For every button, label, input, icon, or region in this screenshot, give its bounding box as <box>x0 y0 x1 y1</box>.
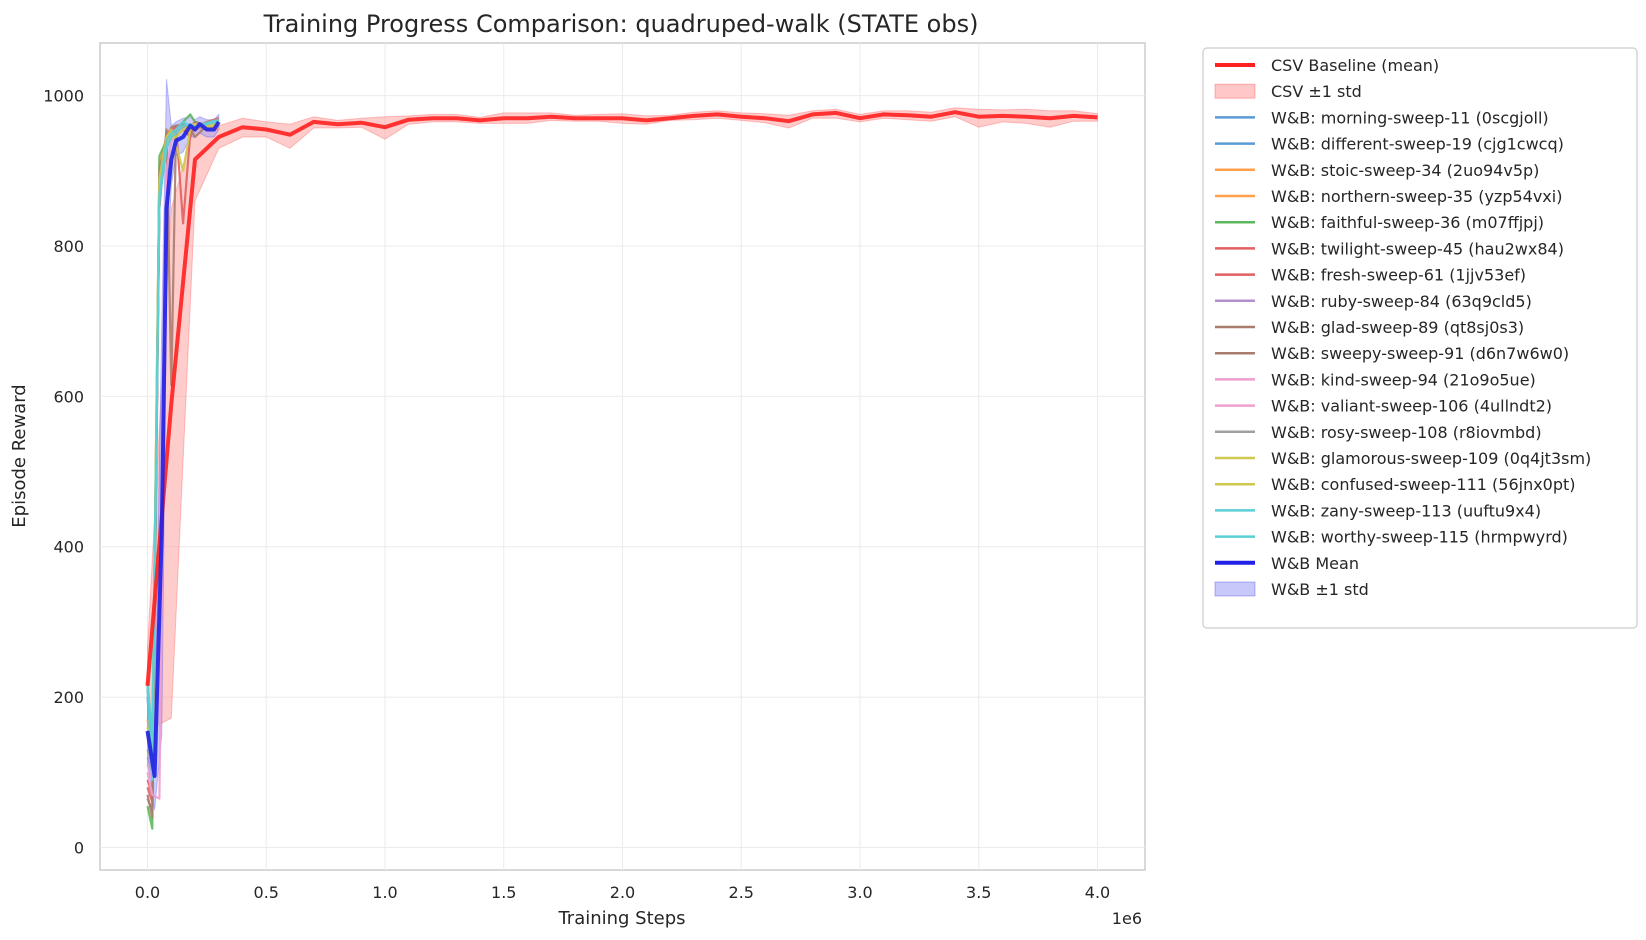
legend-item: W&B: faithful-sweep-36 (m07ffjpj) <box>1215 213 1544 232</box>
y-tick-label: 1000 <box>43 87 84 106</box>
legend-item: W&B: twilight-sweep-45 (hau2wx84) <box>1215 239 1564 258</box>
legend-item: W&B Mean <box>1215 554 1359 573</box>
legend-label: CSV Baseline (mean) <box>1271 56 1439 75</box>
legend-label: W&B: different-sweep-19 (cjg1cwcq) <box>1271 135 1564 154</box>
x-tick-label: 0.0 <box>135 883 160 902</box>
legend-label: W&B: northern-sweep-35 (yzp54vxi) <box>1271 187 1562 206</box>
chart-title: Training Progress Comparison: quadruped-… <box>263 10 979 38</box>
legend-label: W&B: confused-sweep-111 (56jnx0pt) <box>1271 475 1576 494</box>
legend-frame <box>1202 47 1638 629</box>
y-tick-label: 0 <box>74 838 84 857</box>
legend-item: W&B: worthy-sweep-115 (hrmpwyrd) <box>1215 528 1568 547</box>
legend-label: W&B: stoic-sweep-34 (2uo94v5p) <box>1271 161 1539 180</box>
legend-label: W&B Mean <box>1271 554 1359 573</box>
legend-item: W&B: glamorous-sweep-109 (0q4jt3sm) <box>1215 449 1591 468</box>
legend-item: CSV ±1 std <box>1214 82 1362 101</box>
y-tick-label: 200 <box>53 688 84 707</box>
x-tick-label: 3.5 <box>966 883 991 902</box>
legend-label: W&B: fresh-sweep-61 (1jjv53ef) <box>1271 266 1526 285</box>
x-tick-label: 0.5 <box>254 883 279 902</box>
legend-item: W&B: zany-sweep-113 (uuftu9x4) <box>1215 501 1541 520</box>
y-axis-label: Episode Reward <box>9 384 30 527</box>
legend-label: W&B: rosy-sweep-108 (r8iovmbd) <box>1271 423 1542 442</box>
x-axis-multiplier: 1e6 <box>1112 909 1142 928</box>
legend: CSV Baseline (mean) CSV ±1 std W&B: mornin… <box>1202 47 1638 629</box>
legend-item: W&B: valiant-sweep-106 (4ullndt2) <box>1215 397 1552 416</box>
legend-label: W&B ±1 std <box>1271 580 1369 599</box>
legend-item: W&B: different-sweep-19 (cjg1cwcq) <box>1215 135 1564 154</box>
legend-item: W&B: stoic-sweep-34 (2uo94v5p) <box>1215 161 1539 180</box>
csv-baseline-line <box>145 110 1098 686</box>
y-tick-label: 400 <box>53 538 84 557</box>
y-tick-label: 800 <box>53 237 84 256</box>
legend-item: W&B: confused-sweep-111 (56jnx0pt) <box>1215 475 1576 494</box>
x-tick-label: 4.0 <box>1085 883 1110 902</box>
x-tick-label: 2.5 <box>729 883 754 902</box>
legend-item: W&B: fresh-sweep-61 (1jjv53ef) <box>1215 266 1526 285</box>
x-tick-label: 1.0 <box>372 883 397 902</box>
x-tick-label: 1.5 <box>491 883 516 902</box>
y-tick-label: 600 <box>53 387 84 406</box>
legend-label: W&B: glamorous-sweep-109 (0q4jt3sm) <box>1271 449 1591 468</box>
x-tick-label: 2.0 <box>610 883 635 902</box>
x-axis-label: Training Steps <box>557 908 685 929</box>
legend-swatch <box>1214 581 1256 597</box>
wandb-mean-line <box>145 120 221 778</box>
ticks: 0.0 0.5 1.0 1.5 2.0 2.5 3.0 3.5 4.0 0 200 400 600 800… <box>43 87 1110 902</box>
csv-std-band <box>147 107 1098 732</box>
legend-label: W&B: faithful-sweep-36 (m07ffjpj) <box>1271 213 1544 232</box>
legend-item: W&B: kind-sweep-94 (21o9o5ue) <box>1215 370 1536 389</box>
legend-item: W&B: ruby-sweep-84 (63q9cld5) <box>1215 292 1532 311</box>
legend-item: W&B: morning-sweep-11 (0scgjoll) <box>1215 108 1549 127</box>
legend-item: W&B: glad-sweep-89 (qt8sj0s3) <box>1215 318 1524 337</box>
legend-label: CSV ±1 std <box>1271 82 1362 101</box>
legend-label: W&B: ruby-sweep-84 (63q9cld5) <box>1271 292 1532 311</box>
legend-swatch <box>1214 83 1256 99</box>
legend-item: W&B: northern-sweep-35 (yzp54vxi) <box>1215 187 1562 206</box>
legend-label: W&B: worthy-sweep-115 (hrmpwyrd) <box>1271 528 1568 547</box>
legend-label: W&B: twilight-sweep-45 (hau2wx84) <box>1271 239 1564 258</box>
legend-label: W&B: glad-sweep-89 (qt8sj0s3) <box>1271 318 1524 337</box>
legend-label: W&B: morning-sweep-11 (0scgjoll) <box>1271 108 1549 127</box>
series-lines <box>145 110 1098 830</box>
legend-item: W&B ±1 std <box>1214 580 1369 599</box>
legend-item: CSV Baseline (mean) <box>1215 56 1439 75</box>
legend-label: W&B: sweepy-sweep-91 (d6n7w6w0) <box>1271 344 1569 363</box>
legend-item: W&B: rosy-sweep-108 (r8iovmbd) <box>1215 423 1542 442</box>
legend-label: W&B: valiant-sweep-106 (4ullndt2) <box>1271 397 1552 416</box>
x-tick-label: 3.0 <box>847 883 872 902</box>
legend-label: W&B: kind-sweep-94 (21o9o5ue) <box>1271 370 1536 389</box>
legend-label: W&B: zany-sweep-113 (uuftu9x4) <box>1271 501 1541 520</box>
legend-item: W&B: sweepy-sweep-91 (d6n7w6w0) <box>1215 344 1569 363</box>
